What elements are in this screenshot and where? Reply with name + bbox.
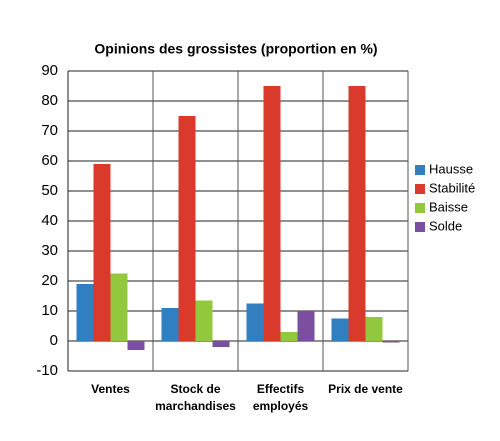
bar xyxy=(263,86,281,341)
bar xyxy=(93,164,111,341)
legend-label: Baisse xyxy=(429,199,468,214)
legend-label: Hausse xyxy=(429,161,473,176)
bar xyxy=(212,341,230,347)
y-tick-label: 40 xyxy=(41,212,58,229)
x-tick-label: Effectifs employés xyxy=(252,382,309,413)
y-tick-label: 0 xyxy=(50,332,58,349)
bar xyxy=(127,341,145,350)
bar xyxy=(195,300,213,341)
y-tick-label: 70 xyxy=(41,122,58,139)
bar xyxy=(297,311,315,341)
y-tick-label: 50 xyxy=(41,182,58,199)
chart-title: Opinions des grossistes (proportion en %… xyxy=(94,41,377,57)
y-tick-label: 80 xyxy=(41,92,58,109)
y-tick-label: 10 xyxy=(41,302,58,319)
bar xyxy=(178,116,196,341)
bar xyxy=(76,284,94,341)
y-tick-label: 90 xyxy=(41,62,58,79)
bar xyxy=(382,341,400,343)
x-tick-label: Ventes xyxy=(91,382,130,396)
bar xyxy=(246,303,264,341)
y-tick-label: 60 xyxy=(41,152,58,169)
bar xyxy=(365,317,383,341)
legend-swatch xyxy=(415,165,425,175)
y-tick-label: 20 xyxy=(41,272,58,289)
legend-swatch xyxy=(415,222,425,232)
x-tick-label: Stock de marchandises xyxy=(155,382,236,413)
bar xyxy=(110,273,128,341)
y-tick-label: 30 xyxy=(41,242,58,259)
x-tick-label: Prix de vente xyxy=(328,382,403,396)
bar xyxy=(331,318,349,341)
y-tick-label: -10 xyxy=(36,362,58,379)
bar xyxy=(348,86,366,341)
legend-label: Stabilité xyxy=(429,180,475,195)
bar xyxy=(280,332,298,341)
legend-swatch xyxy=(415,184,425,194)
legend-swatch xyxy=(415,203,425,213)
bar xyxy=(161,308,179,341)
legend-label: Solde xyxy=(429,218,462,233)
